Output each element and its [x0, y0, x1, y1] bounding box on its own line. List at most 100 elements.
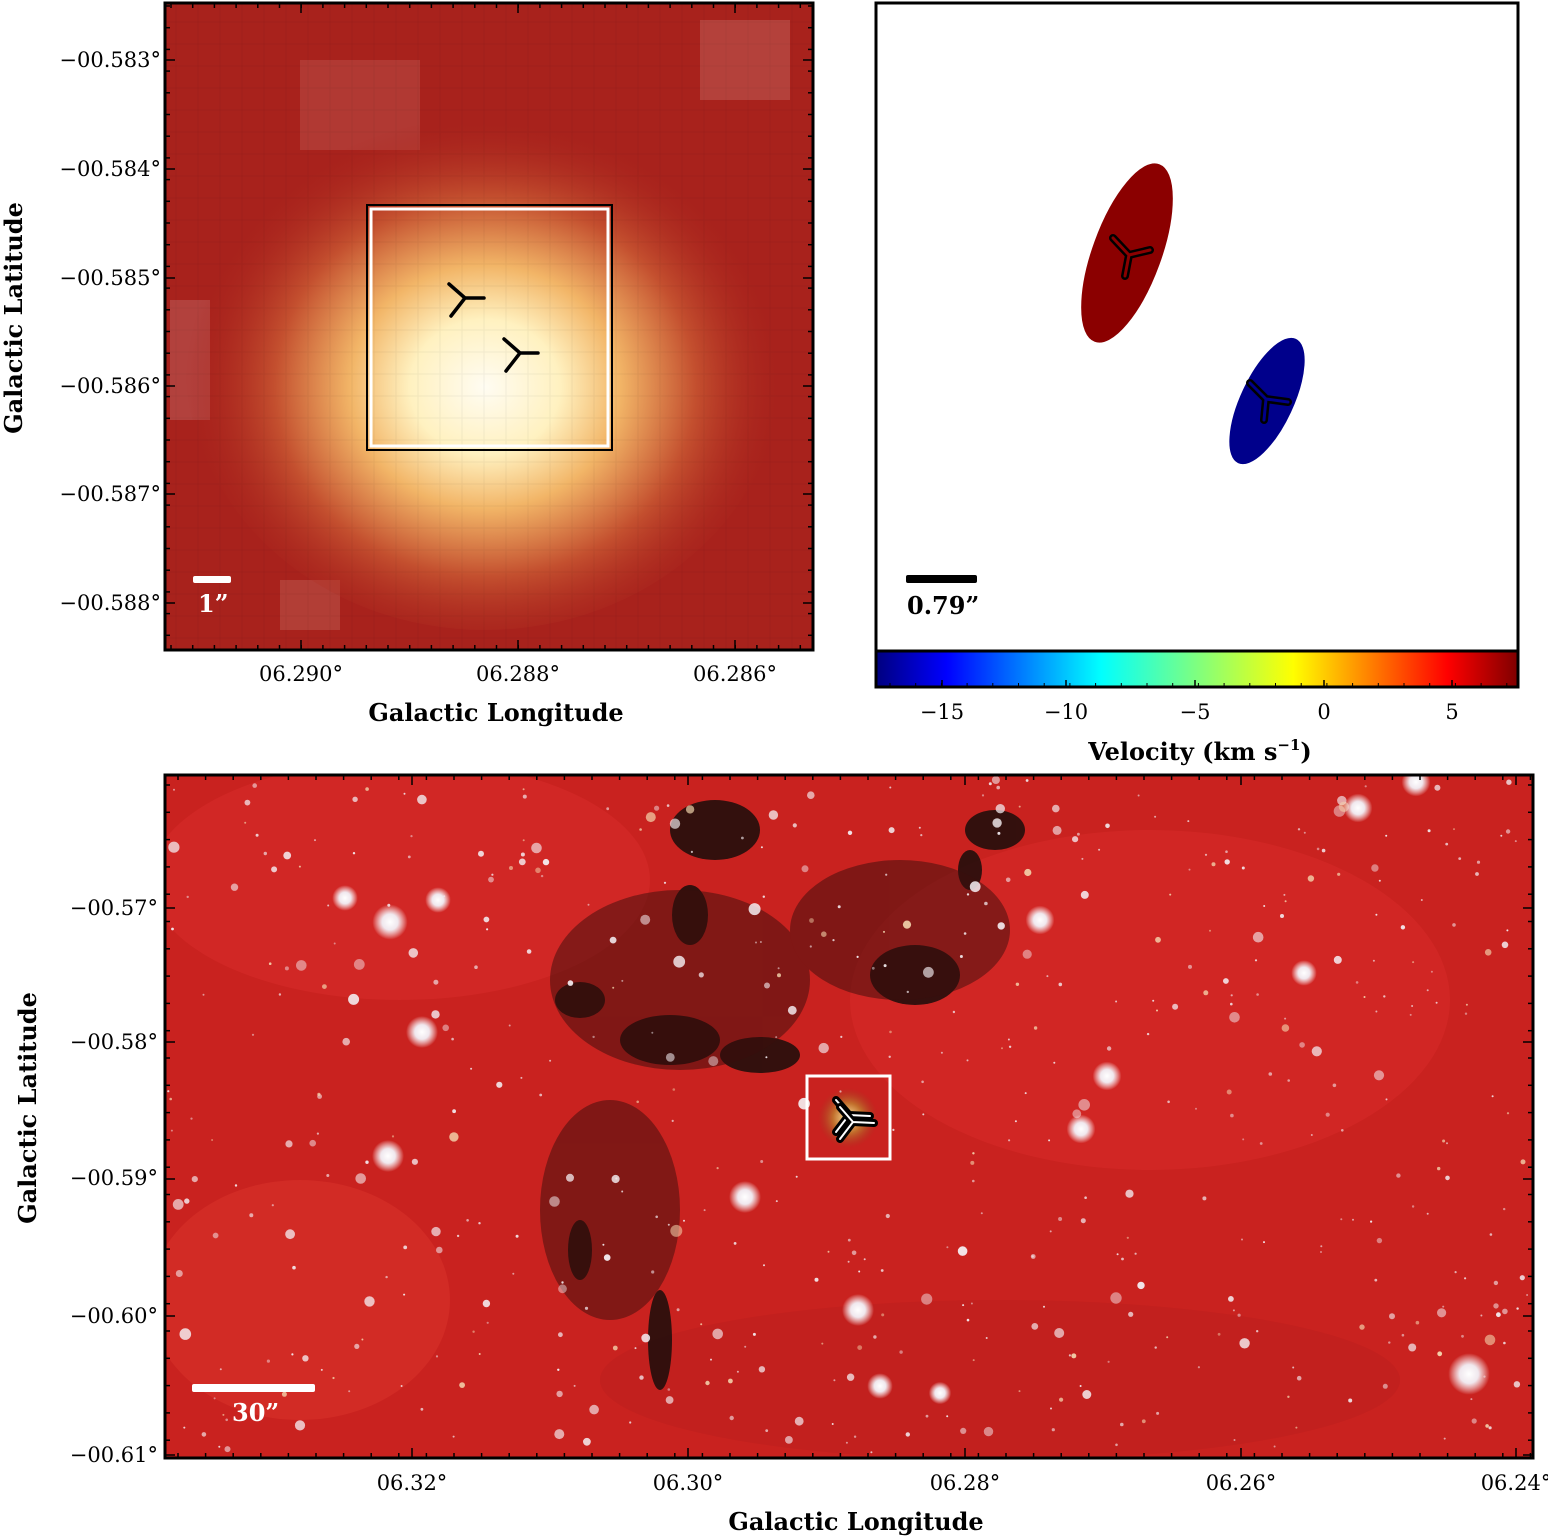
star [1352, 1218, 1354, 1221]
star [818, 1042, 829, 1054]
star [403, 1245, 408, 1250]
source-marker [832, 1096, 878, 1143]
colorbar-tick-label: 0 [1317, 700, 1330, 724]
star [716, 1167, 719, 1170]
star [755, 941, 757, 944]
star [249, 1213, 254, 1218]
star [433, 979, 439, 985]
star [1520, 1159, 1526, 1165]
star [225, 1418, 228, 1422]
star [1082, 1390, 1092, 1399]
star [478, 1353, 481, 1355]
star [385, 1275, 388, 1279]
star [1445, 1175, 1450, 1181]
star [889, 1030, 892, 1034]
star [1442, 1139, 1446, 1143]
star [892, 1128, 895, 1131]
star [1506, 779, 1512, 785]
star [332, 1376, 335, 1380]
star [970, 1302, 973, 1305]
star [807, 791, 815, 799]
star [997, 831, 1001, 835]
star [212, 1232, 219, 1239]
star [1452, 923, 1456, 927]
y-tick-label: −00.584° [59, 157, 161, 181]
star [918, 826, 921, 829]
axes-frame [874, 1, 1520, 653]
x-tick-marks [177, 775, 1532, 1458]
star [611, 1174, 620, 1184]
star [1022, 949, 1032, 959]
star [814, 1277, 819, 1282]
star [733, 1242, 737, 1245]
star [980, 1212, 983, 1215]
star [1051, 1428, 1055, 1432]
y-tick-label: −00.586° [59, 374, 161, 398]
star [266, 1359, 270, 1363]
star [474, 965, 478, 969]
star [218, 1445, 221, 1448]
star [795, 1175, 798, 1178]
star [263, 851, 267, 856]
x-tick-label: 06.26° [1206, 1471, 1277, 1495]
star [1166, 1336, 1169, 1339]
star [244, 799, 251, 806]
star [1415, 1320, 1420, 1325]
y-tick-label: −00.59° [70, 1166, 158, 1190]
star [801, 865, 809, 873]
star [408, 948, 419, 958]
star [923, 966, 934, 978]
star [1156, 1009, 1158, 1012]
star [1252, 931, 1264, 943]
star [352, 796, 358, 802]
y-tick-label: −00.583° [59, 48, 161, 72]
star [1514, 840, 1517, 843]
star [1126, 1236, 1129, 1239]
star [940, 1051, 943, 1054]
star [670, 1224, 683, 1237]
bright-star [406, 1016, 438, 1048]
star [302, 1355, 309, 1362]
star [283, 851, 292, 860]
star [400, 1385, 403, 1387]
star [1378, 879, 1381, 882]
star [1489, 1233, 1493, 1236]
star [1078, 1099, 1090, 1111]
star [327, 904, 330, 907]
star [508, 1024, 511, 1027]
star [1383, 995, 1386, 998]
star [172, 1199, 184, 1210]
star [1340, 1218, 1343, 1221]
star [636, 1100, 639, 1104]
star [1385, 1098, 1388, 1101]
star [837, 905, 841, 909]
y-tick-label: −00.588° [59, 591, 161, 615]
star [567, 980, 574, 986]
star [353, 959, 365, 970]
x-tick-label: 06.286° [693, 662, 777, 686]
star [294, 1420, 306, 1431]
y-tick-label: −00.57° [70, 896, 158, 920]
colorbar-tick-label: −5 [1180, 700, 1211, 724]
star [483, 916, 490, 923]
source-marker [447, 282, 486, 318]
star [322, 984, 327, 989]
star [888, 827, 895, 834]
star [314, 839, 316, 842]
x-tick-label: 06.288° [476, 662, 560, 686]
star [431, 1010, 440, 1019]
star [1230, 1002, 1233, 1006]
bright-star [1448, 1353, 1490, 1395]
star [1031, 1255, 1034, 1258]
star [1296, 1375, 1302, 1381]
star [960, 1427, 967, 1434]
star [992, 818, 1002, 828]
star [1375, 913, 1378, 916]
star [851, 1250, 857, 1256]
star [639, 828, 642, 831]
bright-star [332, 885, 358, 911]
star [821, 931, 827, 937]
star [832, 939, 835, 942]
star [1484, 949, 1492, 956]
